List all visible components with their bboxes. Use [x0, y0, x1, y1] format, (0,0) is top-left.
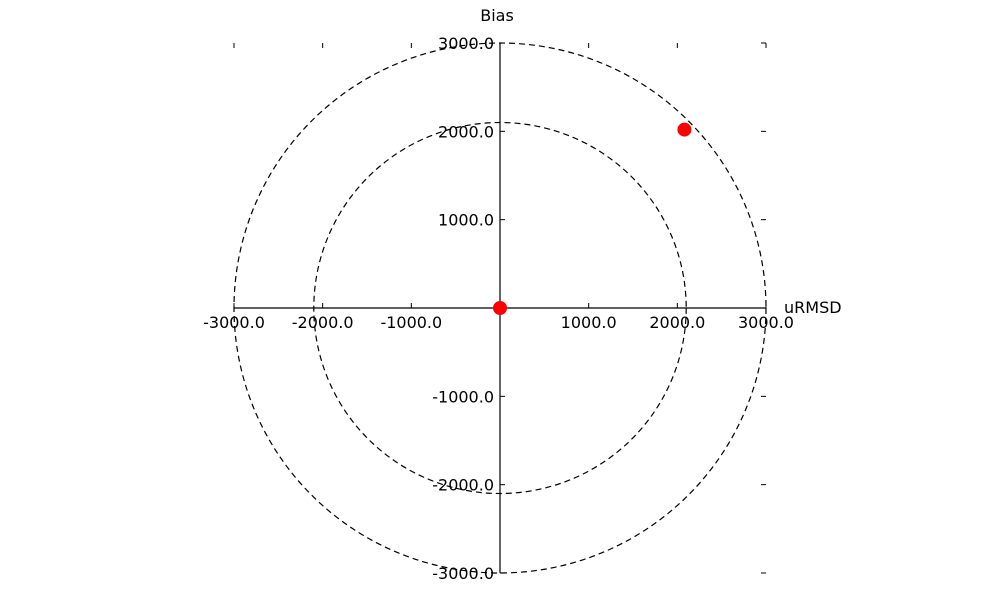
- x-tick-label: -3000.0: [203, 313, 265, 332]
- y-tick-labels: 3000.0 2000.0 1000.0 -1000.0 -2000.0 -3000.0: [432, 34, 505, 583]
- y-tick-label: 2000.0: [438, 122, 494, 141]
- x-tick-label: -1000.0: [380, 313, 442, 332]
- x-tick-label: 3000.0: [738, 313, 794, 332]
- y-tick-label: -2000.0: [432, 476, 494, 495]
- data-points: [493, 122, 692, 315]
- data-point: [677, 122, 692, 137]
- x-tick-label: 2000.0: [649, 313, 705, 332]
- x-tick-label: -2000.0: [292, 313, 354, 332]
- x-axis-label: uRMSD: [784, 298, 842, 317]
- data-point: [493, 301, 507, 315]
- y-tick-label: 3000.0: [438, 34, 494, 53]
- x-tick-label: 1000.0: [561, 313, 617, 332]
- x-tick-labels: -3000.0 -2000.0 -1000.0 1000.0 2000.0 3000.0: [203, 303, 794, 332]
- y-tick-label: -1000.0: [432, 387, 494, 406]
- y-axis-label: Bias: [480, 6, 514, 25]
- y-tick-label: -3000.0: [432, 564, 494, 583]
- y-tick-label: 1000.0: [438, 211, 494, 230]
